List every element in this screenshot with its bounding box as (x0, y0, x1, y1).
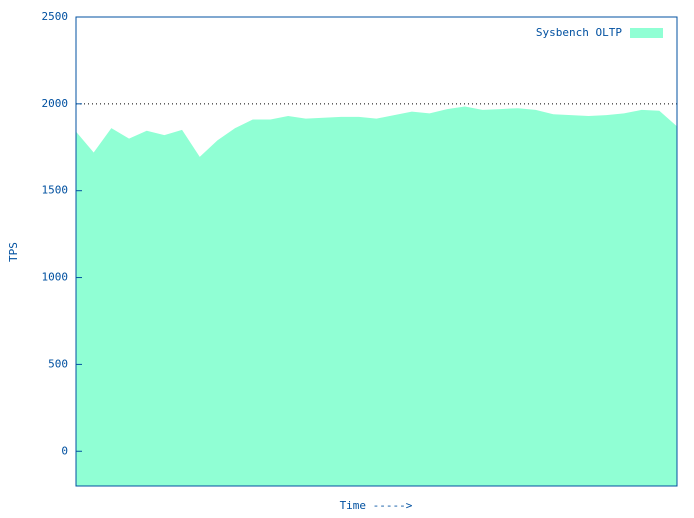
y-tick-label: 1500 (42, 184, 69, 197)
x-axis-label: Time -----> (340, 499, 413, 512)
legend-swatch (630, 28, 663, 38)
area (76, 106, 677, 487)
y-tick-label: 1000 (42, 271, 69, 284)
y-tick-label: 2000 (42, 97, 69, 110)
y-tick-label: 2500 (42, 10, 69, 23)
y-tick-label: 500 (48, 357, 68, 370)
y-tick-label: 0 (61, 444, 68, 457)
plot-border (75, 16, 678, 487)
legend-label: Sysbench OLTP (536, 26, 622, 39)
y-axis-label: TPS (7, 242, 20, 262)
